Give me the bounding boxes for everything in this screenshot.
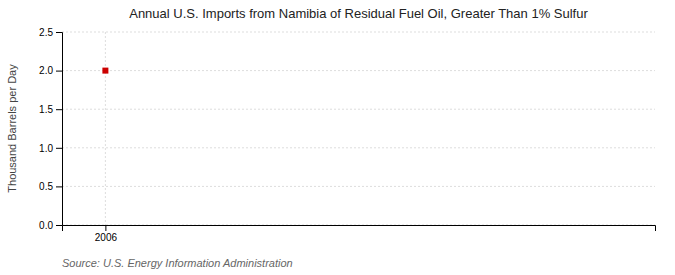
title: Annual U.S. Imports from Namibia of Resi… [129, 6, 588, 21]
grid-line [62, 147, 655, 148]
tick: 0.0 [39, 220, 62, 231]
tick-mark [56, 71, 62, 72]
x-axis: 2006 [63, 225, 656, 243]
tick-label: 0.5 [39, 181, 53, 192]
tick-mark [56, 32, 62, 33]
grid-line [62, 186, 655, 187]
grid-line [62, 70, 655, 71]
grid [62, 32, 655, 225]
source: Source: U.S. Energy Information Administ… [62, 257, 293, 269]
tick-mark [56, 225, 62, 226]
grid-line [62, 109, 655, 110]
chart: 2006 0.0 0.5 1.0 1.5 2.0 2.5 Annual U.S. Import… [0, 0, 675, 275]
tick-label: 2006 [95, 232, 118, 243]
axis-line [56, 33, 63, 226]
tick-mark [56, 109, 62, 110]
tick-label: 1.0 [39, 143, 53, 154]
tick-label: 0.0 [39, 220, 53, 231]
grid-line [105, 32, 106, 225]
y-axis-title: Thousand Barrels per Day [6, 64, 18, 193]
tick-mark [56, 186, 62, 187]
tick-mark [105, 225, 106, 231]
plot: 2006 0.0 0.5 1.0 1.5 2.0 2.5 [39, 27, 655, 243]
tick: 0.5 [39, 181, 62, 192]
tick: 2.0 [39, 65, 62, 76]
tick: 1.5 [39, 104, 62, 115]
axis-line [63, 226, 656, 232]
tick-mark [56, 148, 62, 149]
tick: 2006 [95, 225, 118, 243]
marks [102, 68, 108, 74]
tick: 2.5 [39, 27, 62, 38]
tick-label: 1.5 [39, 104, 53, 115]
grid-line [62, 32, 655, 33]
y-axis: 0.0 0.5 1.0 1.5 2.0 2.5 [39, 27, 62, 231]
point [102, 68, 108, 74]
tick-label: 2.5 [39, 27, 53, 38]
tick: 1.0 [39, 143, 62, 154]
tick-label: 2.0 [39, 65, 53, 76]
